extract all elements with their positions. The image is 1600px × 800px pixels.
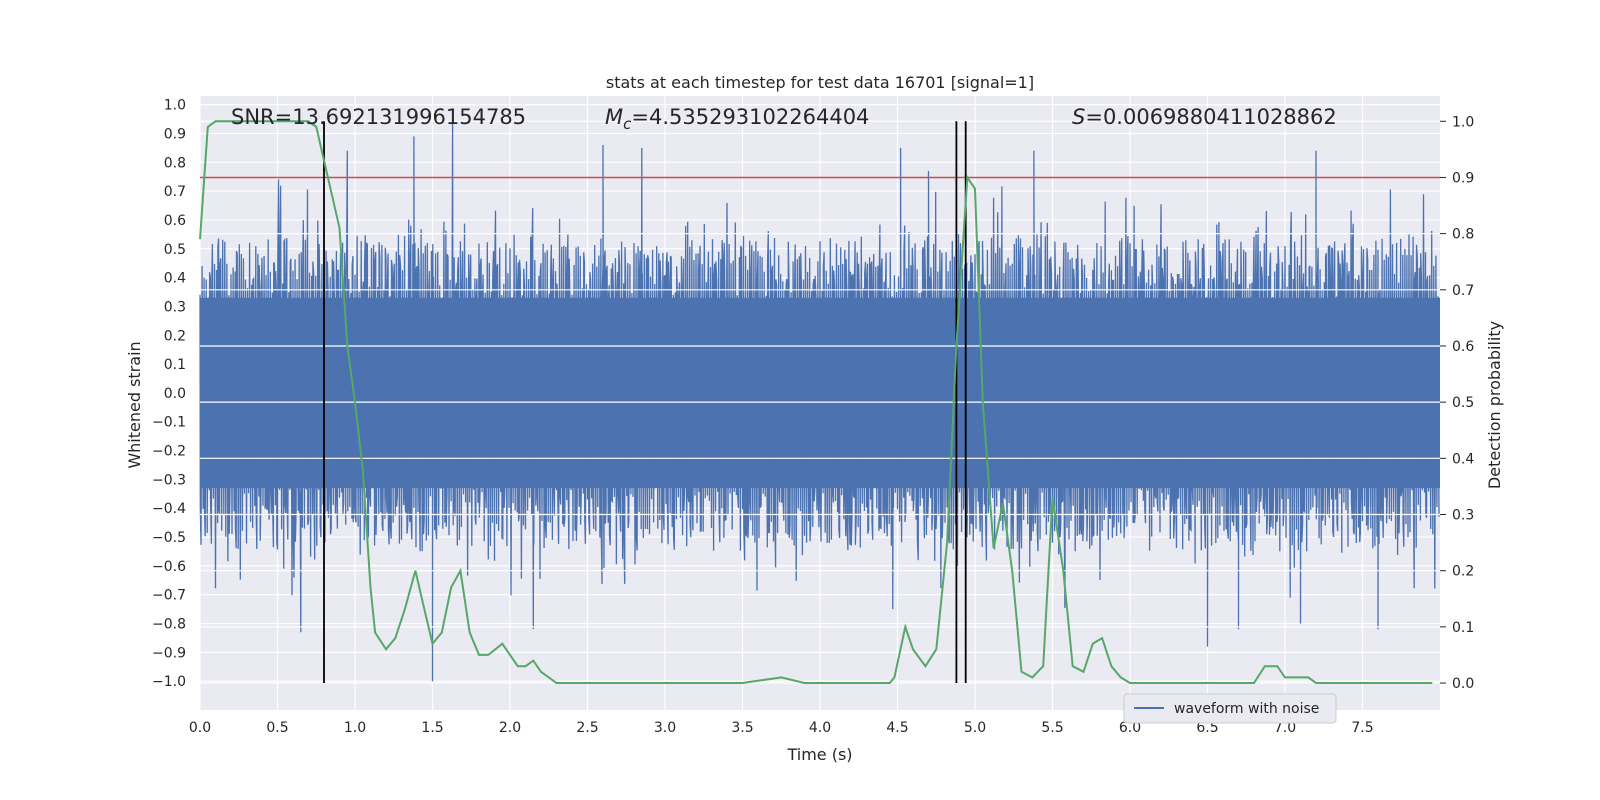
y2-tick-label: 0.2 [1452, 564, 1474, 580]
y-tick-label: −0.1 [152, 415, 186, 431]
waveform-line [199, 119, 1440, 682]
y-tick-label: −0.3 [152, 472, 186, 488]
x-tick-label: 0.0 [189, 720, 211, 736]
y-tick-label: −0.9 [152, 645, 186, 661]
y-tick-label: 0.1 [164, 357, 186, 373]
y-tick-label: −0.5 [152, 530, 186, 546]
y-tick-label: 0.7 [164, 184, 186, 200]
x-tick-label: 4.0 [809, 720, 831, 736]
y2-tick-label: 0.8 [1452, 227, 1474, 243]
legend-label: waveform with noise [1174, 701, 1319, 717]
y-tick-label: 0.5 [164, 242, 186, 258]
chirp-mass-subscript: c [623, 115, 632, 133]
y2-tick-label: 0.4 [1452, 451, 1474, 467]
x-tick-label: 5.0 [964, 720, 986, 736]
snr-annotation: SNR=13.692131996154785 [231, 105, 526, 129]
y-tick-label: −1.0 [152, 674, 186, 690]
x-tick-label: 1.5 [421, 720, 443, 736]
s-annotation: S=0.0069880411028862 [1072, 105, 1337, 129]
y2-tick-label: 0.9 [1452, 170, 1474, 186]
x-tick-label: 0.5 [266, 720, 288, 736]
probability-line [199, 120, 1433, 684]
chart-title: stats at each timestep for test data 167… [606, 73, 1034, 92]
y2-tick-label: 0.7 [1452, 283, 1474, 299]
y2-tick-label: 1.0 [1452, 114, 1474, 130]
y2-tick-label: 0.5 [1452, 395, 1474, 411]
x-axis-label: Time (s) [786, 745, 852, 764]
x-tick-label: 2.5 [576, 720, 598, 736]
y-tick-label: −0.6 [152, 559, 186, 575]
x-tick-label: 3.0 [654, 720, 676, 736]
axes: 0.0 0.5 1.0 1.5 2.0 2.5 3.0 3.5 4.0 4.5 5.0 5.5 6.0 6… [152, 98, 1474, 736]
x-tick-label: 1.0 [344, 720, 366, 736]
y-tick-label: 0.0 [164, 386, 186, 402]
legend: waveform with noise [1123, 693, 1337, 724]
y2-tick-label: 0.0 [1452, 676, 1474, 692]
y-tick-label: −0.2 [152, 444, 186, 460]
y-tick-label: 0.2 [164, 328, 186, 344]
x-tick-label: 6.5 [1196, 720, 1218, 736]
legend-box [1123, 693, 1337, 724]
y2-tick-label: 0.1 [1452, 620, 1474, 636]
x-tick-label: 4.5 [886, 720, 908, 736]
y-tick-label: −0.8 [152, 617, 186, 633]
y-tick-label: 0.3 [164, 299, 186, 315]
overlay-lines [200, 120, 1440, 684]
x-tick-label: 5.5 [1041, 720, 1063, 736]
x-tick-label: 7.5 [1351, 720, 1373, 736]
y-tick-label: 1.0 [164, 98, 186, 114]
y-tick-label: 0.8 [164, 155, 186, 171]
y-tick-label: 0.9 [164, 126, 186, 142]
y-tick-label: 0.4 [164, 271, 186, 287]
waveform-series [199, 119, 1440, 682]
s-value: =0.0069880411028862 [1085, 105, 1336, 129]
y2-axis-label: Detection probability [1485, 321, 1504, 489]
chirp-mass-symbol: M [605, 105, 623, 129]
y-tick-label: 0.6 [164, 213, 186, 229]
y-tick-label: −0.7 [152, 588, 186, 604]
y2-tick-label: 0.6 [1452, 339, 1474, 355]
chirp-mass-value: =4.535293102264404 [631, 105, 869, 129]
x-tick-label: 6.0 [1119, 720, 1141, 736]
x-tick-label: 2.0 [499, 720, 521, 736]
chirp-mass-annotation: Mc=4.535293102264404 [605, 105, 869, 133]
y2-tick-label: 0.3 [1452, 508, 1474, 524]
s-symbol: S [1072, 105, 1085, 129]
probability-series [199, 120, 1433, 684]
y-axis-label: Whitened strain [125, 341, 144, 468]
x-tick-label: 7.0 [1274, 720, 1296, 736]
x-tick-label: 3.5 [731, 720, 753, 736]
y-tick-label: −0.4 [152, 501, 186, 517]
